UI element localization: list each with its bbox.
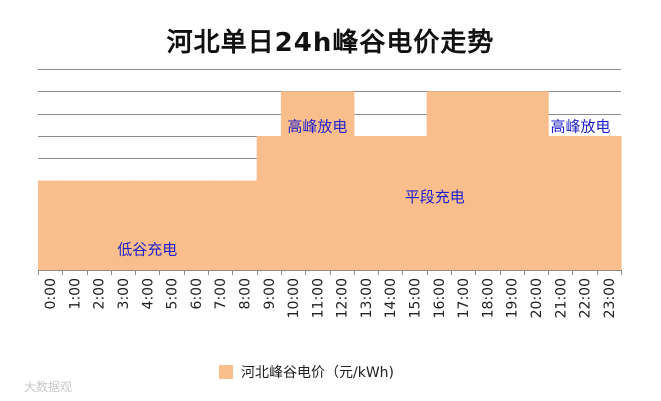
area-step-23:00	[596, 135, 622, 270]
area-step-9:00	[256, 135, 282, 270]
area-step-12:00	[329, 91, 355, 270]
x-tick-label-3:00: 3:00	[116, 278, 132, 309]
area-step-15:00	[402, 135, 428, 270]
annotation-2: 平段充电	[405, 188, 465, 206]
x-tick-label-4:00: 4:00	[140, 278, 156, 309]
area-step-16:00	[426, 91, 452, 270]
x-tick-label-23:00: 23:00	[602, 278, 618, 318]
area-step-4:00	[135, 180, 161, 270]
x-tick-label-8:00: 8:00	[237, 278, 253, 309]
area-step-14:00	[378, 135, 403, 270]
area-step-21:00	[548, 135, 574, 270]
x-tick-label-7:00: 7:00	[213, 278, 229, 309]
x-tick-label-19:00: 19:00	[505, 278, 521, 318]
x-tick-label-17:00: 17:00	[456, 278, 472, 318]
area-step-0:00	[38, 180, 63, 270]
x-tick-label-21:00: 21:00	[553, 278, 569, 318]
x-tick-label-5:00: 5:00	[165, 278, 181, 309]
annotation-3: 高峰放电	[551, 118, 611, 136]
area-step-7:00	[208, 180, 233, 270]
chart-title: 河北单日24h峰谷电价走势	[166, 28, 495, 58]
area-step-22:00	[572, 135, 598, 270]
area-step-19:00	[499, 91, 525, 270]
annotation-1: 高峰放电	[287, 118, 347, 136]
area-step-1:00	[62, 180, 88, 270]
x-tick-label-12:00: 12:00	[335, 278, 351, 318]
x-tick-label-15:00: 15:00	[408, 278, 424, 318]
x-tick-label-18:00: 18:00	[480, 278, 496, 318]
area-step-6:00	[183, 180, 209, 270]
area-step-11:00	[305, 91, 331, 270]
area-step-17:00	[450, 91, 476, 270]
x-tick-label-16:00: 16:00	[432, 278, 448, 318]
area-step-5:00	[159, 180, 185, 270]
x-tick-label-22:00: 22:00	[578, 278, 594, 318]
x-tick-label-13:00: 13:00	[359, 278, 375, 318]
watermark-text: 大数据观	[24, 380, 73, 394]
x-tick-label-10:00: 10:00	[286, 278, 302, 318]
area-step-20:00	[523, 91, 549, 270]
legend-label: 河北峰谷电价（元/kWh)	[241, 365, 395, 381]
x-tick-label-20:00: 20:00	[529, 278, 545, 318]
annotation-0: 低谷充电	[117, 240, 177, 258]
area-step-13:00	[353, 135, 379, 270]
x-tick-label-9:00: 9:00	[262, 278, 278, 309]
legend: 河北峰谷电价（元/kWh)	[219, 362, 394, 382]
x-tick-label-6:00: 6:00	[189, 278, 205, 309]
area-step-2:00	[86, 180, 112, 270]
area-step-8:00	[232, 180, 258, 270]
x-tick-label-2:00: 2:00	[92, 278, 108, 309]
x-tick-label-0:00: 0:00	[43, 278, 59, 309]
area-step-3:00	[110, 180, 136, 270]
area-step-10:00	[280, 91, 306, 270]
area-step-18:00	[475, 91, 501, 270]
x-tick-label-14:00: 14:00	[383, 278, 399, 318]
x-tick-label-1:00: 1:00	[67, 278, 83, 309]
x-tick-label-11:00: 11:00	[310, 278, 326, 318]
legend-swatch	[219, 365, 233, 379]
